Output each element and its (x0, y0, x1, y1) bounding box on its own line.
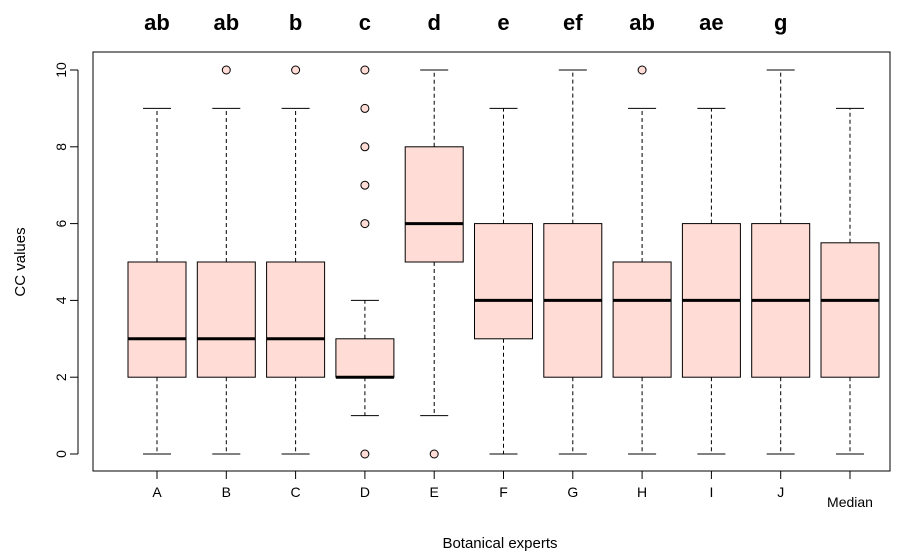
box-j (751, 69, 811, 455)
outlier-point (291, 65, 301, 75)
outlier-point (360, 180, 370, 190)
group-letter: ab (213, 10, 239, 35)
group-letters: ab ab b c d e ef ab ae g (144, 10, 787, 35)
box-d (335, 65, 395, 459)
x-axis: A B C D E F G H I J Median (152, 470, 873, 510)
boxes (127, 65, 880, 459)
y-tick-label: 8 (53, 143, 69, 151)
group-letter: ae (699, 10, 723, 35)
iqr-box (196, 261, 256, 378)
y-tick-label: 0 (53, 450, 69, 458)
iqr-box (335, 338, 395, 378)
outlier-point (637, 65, 647, 75)
y-tick-label: 10 (53, 62, 69, 78)
group-letter: ab (629, 10, 655, 35)
group-letter: d (427, 10, 440, 35)
x-tick-label: D (360, 484, 370, 500)
y-tick-label: 4 (53, 296, 69, 304)
box-g (543, 69, 603, 455)
box-c (266, 65, 326, 455)
group-letter: c (359, 10, 371, 35)
x-tick-label: F (499, 484, 508, 500)
group-letter: b (289, 10, 302, 35)
x-tick-label: H (637, 484, 647, 500)
box-f (474, 107, 533, 455)
y-tick-label: 6 (53, 219, 69, 227)
box-b (196, 65, 256, 455)
group-letter: g (774, 10, 787, 35)
x-tick-label: C (291, 484, 301, 500)
box-a (127, 107, 187, 455)
iqr-box (474, 223, 533, 340)
box-i (681, 107, 741, 455)
outlier-point (360, 449, 370, 459)
outlier-point (360, 103, 370, 113)
group-letter: e (497, 10, 509, 35)
group-letter: ab (144, 10, 170, 35)
iqr-box (404, 146, 464, 263)
box-h (612, 65, 672, 455)
x-tick-label: E (430, 484, 439, 500)
iqr-box (127, 261, 187, 378)
x-tick-label: I (709, 484, 713, 500)
outlier-point (360, 142, 370, 152)
outlier-point (221, 65, 231, 75)
x-tick-label: A (152, 484, 162, 500)
x-tick-label: Median (827, 494, 873, 510)
group-letter: ef (563, 10, 583, 35)
iqr-box (820, 242, 880, 378)
y-axis-title: CC values (12, 227, 29, 296)
box-e (404, 69, 464, 459)
outlier-point (429, 449, 439, 459)
x-tick-label: G (567, 484, 578, 500)
y-tick-label: 2 (53, 373, 69, 381)
outlier-point (360, 219, 370, 229)
iqr-box (612, 261, 672, 378)
outlier-point (360, 65, 370, 75)
x-tick-label: J (777, 484, 784, 500)
x-tick-label: B (222, 484, 231, 500)
y-axis: 0 2 4 6 8 10 (53, 62, 79, 458)
box-median (820, 107, 880, 455)
iqr-box (266, 261, 326, 378)
x-axis-title: Botanical experts (442, 535, 557, 552)
